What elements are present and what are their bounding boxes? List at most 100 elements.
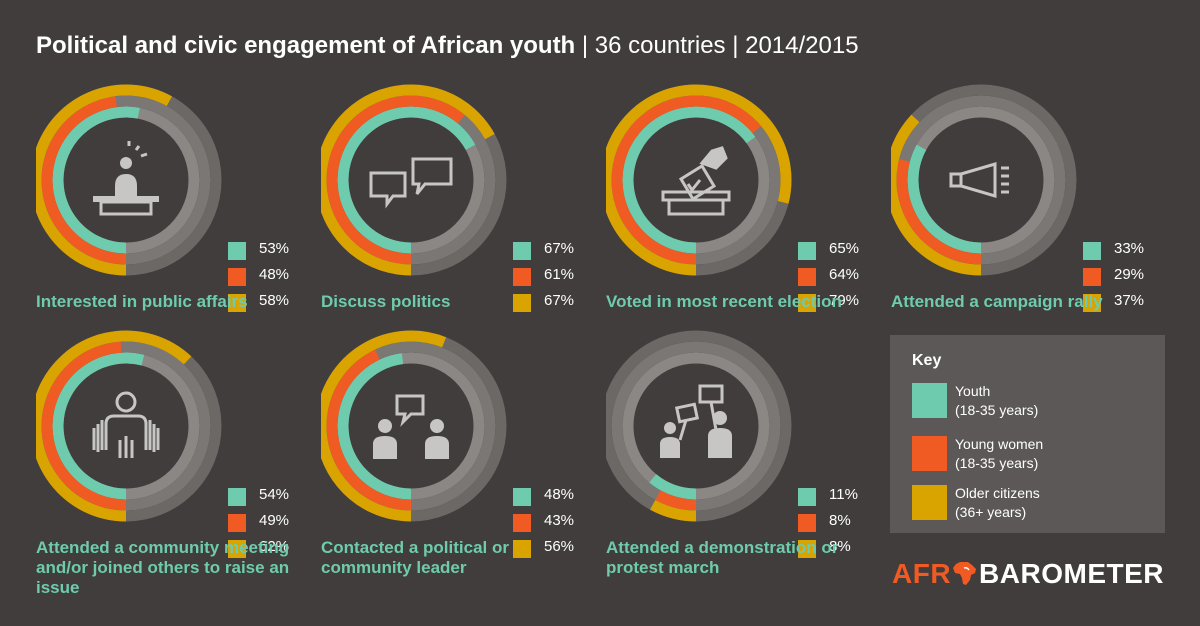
key-item-text: Youth (18-35 years) (955, 382, 1155, 420)
young-women-swatch (1083, 268, 1101, 286)
older-citizens-arc (321, 84, 495, 276)
title-sub: | 36 countries | 2014/2015 (575, 32, 859, 59)
older-citizens-arc (36, 330, 192, 522)
youth-value: 11% (829, 486, 858, 503)
older-citizens-swatch (513, 294, 531, 312)
older-citizens-arc (36, 84, 172, 276)
youth-swatch (513, 488, 531, 506)
key-legend: Key Youth (18-35 years) Young women (18-… (890, 335, 1165, 533)
key-item-line1: Young women (955, 436, 1044, 452)
young-women-value: 49% (259, 512, 290, 529)
older-citizens-swatch (228, 294, 246, 312)
ring-center (348, 363, 474, 489)
older-citizens-swatch (513, 540, 531, 558)
panel-contacted-leader: 48% 43% 56% Contacted a political or com… (321, 292, 601, 577)
young-women-swatch (513, 268, 531, 286)
older-citizens-arc (321, 330, 447, 522)
older-citizens-swatch (798, 294, 816, 312)
panel-community-meeting: 54% 49% 62% Attended a community meeting… (36, 292, 316, 597)
logo-part2: BAROMETER (979, 558, 1164, 589)
key-item-line1: Youth (955, 383, 991, 399)
key-title: Key (912, 352, 942, 369)
youth-value: 65% (829, 240, 860, 257)
category-label: Interested in public affairs (36, 292, 248, 311)
young-women-swatch (228, 268, 246, 286)
afrobarometer-logo: AFR BAROMETER (892, 558, 1164, 590)
young-women-value: 48% (259, 266, 290, 283)
youth-arc (649, 474, 697, 500)
older-citizens-value: 37% (1114, 292, 1145, 309)
podium-speaker-icon (93, 141, 159, 216)
panel-discuss-politics: 67% 61% 67% Discuss politics (321, 46, 601, 326)
radial-chart (36, 84, 222, 276)
youth-swatch (798, 242, 816, 260)
youth-value: 53% (259, 240, 290, 257)
category-label: Discuss politics (321, 292, 451, 311)
radial-chart (321, 84, 507, 276)
young-women-arc (611, 95, 762, 265)
young-women-arc (326, 95, 465, 265)
older-citizens-value: 67% (544, 292, 575, 309)
older-citizens-swatch (1083, 294, 1101, 312)
youth-swatch (1083, 242, 1101, 260)
youth-arc (907, 144, 982, 254)
panel-interested-public-affairs: 53% 48% 58% Interested in public affairs (36, 46, 316, 326)
young-women-swatch (798, 268, 816, 286)
chart-title: Political and civic engagement of Africa… (36, 31, 859, 61)
youth-arc (52, 352, 145, 500)
key-item-line2: (18-35 years) (955, 455, 1039, 471)
youth-swatch (228, 488, 246, 506)
key-item-text: Older citizens (36+ years) (955, 484, 1155, 522)
young-women-value: 29% (1114, 266, 1145, 283)
young-women-arc (41, 341, 127, 511)
key-item-line1: Older citizens (955, 485, 1040, 501)
older-citizens-value: 58% (259, 292, 290, 309)
ring-center (63, 363, 189, 489)
ring-center (633, 363, 759, 489)
category-label: Attended a community meeting and/or join… (36, 538, 290, 597)
youth-swatch (228, 242, 246, 260)
older-citizens-arc (649, 499, 697, 522)
youth-arc (337, 353, 412, 500)
radial-chart (891, 84, 1077, 276)
young-women-arc (326, 349, 412, 511)
category-label: Contacted a political or community leade… (321, 538, 509, 577)
older-citizens-key-swatch (912, 485, 947, 520)
key-item-line2: (18-35 years) (955, 402, 1039, 418)
young-women-value: 64% (829, 266, 860, 283)
community-meeting-icon (92, 391, 160, 458)
title-main: Political and civic engagement of Africa… (36, 32, 576, 59)
young-women-arc (655, 490, 697, 511)
young-women-swatch (798, 514, 816, 532)
young-women-value: 8% (829, 512, 851, 529)
young-women-swatch (228, 514, 246, 532)
youth-key-swatch (912, 383, 947, 418)
category-label: Attended a campaign rally (891, 292, 1103, 311)
key-item-line2: (36+ years) (955, 504, 1027, 520)
young-women-arc (896, 158, 982, 265)
protest-signs-icon (660, 384, 732, 458)
older-citizens-swatch (798, 540, 816, 558)
youth-swatch (513, 242, 531, 260)
older-citizens-swatch (228, 540, 246, 558)
radial-chart (321, 330, 507, 522)
key-item-text: Young women (18-35 years) (955, 435, 1155, 473)
africa-map-icon (953, 562, 977, 585)
youth-arc (52, 106, 140, 254)
panel-voted-recent-election: 65% 64% 79% Voted in most recent electio… (606, 46, 886, 326)
youth-value: 67% (544, 240, 575, 257)
ballot-box-icon (661, 146, 731, 216)
youth-value: 33% (1114, 240, 1145, 257)
young-women-swatch (513, 514, 531, 532)
radial-chart (36, 330, 222, 522)
radial-chart (606, 84, 792, 276)
young-women-arc (41, 96, 127, 265)
older-citizens-value: 56% (544, 538, 575, 555)
ring-center (633, 117, 759, 243)
speech-bubbles-icon (369, 157, 453, 209)
category-label: Attended a demonstration or protest marc… (606, 538, 839, 577)
youth-swatch (798, 488, 816, 506)
young-women-value: 61% (544, 266, 575, 283)
panel-demonstration-protest: 11% 8% 8% Attended a demonstration or pr… (606, 292, 886, 577)
youth-arc (337, 106, 476, 254)
